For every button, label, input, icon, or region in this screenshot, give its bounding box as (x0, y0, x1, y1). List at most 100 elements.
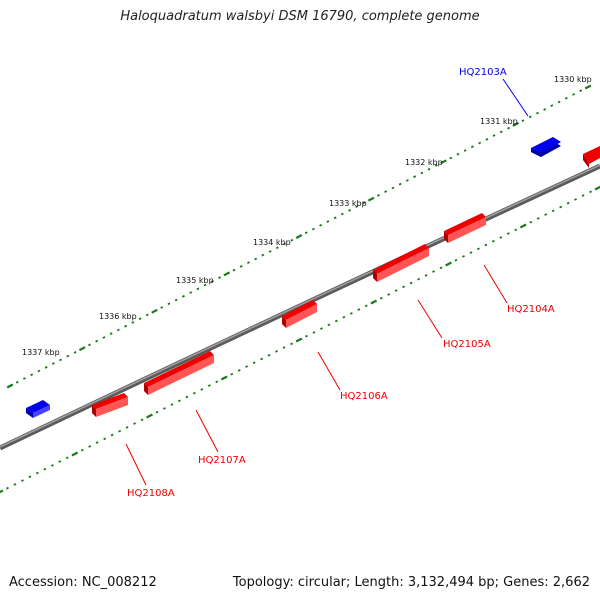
scale-tick (267, 353, 271, 357)
gene-feature-hq2104a[interactable] (444, 213, 486, 243)
scale-tick (594, 185, 600, 191)
gene-feature-hq2105a[interactable] (373, 244, 429, 282)
scale-label-1335: 1335 kbp (176, 276, 214, 285)
scale-tick (185, 395, 189, 399)
scale-tick (78, 346, 86, 352)
scale-tick (581, 194, 585, 197)
scale-tick (44, 366, 48, 369)
scale-tick (551, 209, 555, 213)
scale-tick (462, 255, 465, 258)
genome-backbone-highlight (0, 164, 600, 448)
scale-tick (95, 441, 99, 444)
scale-tick (413, 175, 417, 179)
scale-tick (124, 324, 128, 328)
genome-backbone (0, 163, 600, 451)
scale-tick (484, 243, 488, 247)
gene-label-hq2103a[interactable]: HQ2103A (459, 67, 507, 78)
scale-tick (439, 266, 443, 270)
scale-tick (574, 198, 577, 201)
scale-tick (499, 236, 503, 239)
scale-tick (146, 413, 153, 419)
gene-leader-line (317, 351, 341, 391)
scale-tick (295, 234, 303, 239)
scale-tick (275, 246, 279, 250)
gene-feature-hq2106a[interactable] (282, 300, 317, 328)
gene-label-hq2105a[interactable]: HQ2105A (443, 339, 491, 350)
scale-tick (405, 179, 409, 182)
gene-feature-hq2108a[interactable] (92, 393, 128, 417)
scale-tick (290, 238, 294, 242)
scale-tick (268, 250, 272, 253)
scale-tick (476, 247, 480, 251)
gene-feature-hq2103a[interactable] (531, 137, 561, 157)
scale-tick (543, 108, 547, 111)
scale-tick (0, 489, 4, 494)
scale-tick (514, 228, 518, 232)
scale-tick (66, 354, 70, 358)
gene-feature-hq2102a[interactable] (583, 146, 600, 168)
scale-tick (103, 437, 107, 441)
scale-tick (246, 261, 250, 264)
scale-tick (145, 313, 149, 317)
scale-tick (463, 149, 467, 152)
scale-tick (71, 451, 79, 457)
scale-tick (109, 332, 113, 335)
scale-tick (118, 429, 122, 433)
scale-tick (364, 304, 368, 308)
scale-tick (319, 223, 323, 227)
scale-tick (15, 380, 19, 384)
scale-tick (572, 93, 576, 96)
scale-tick (37, 369, 41, 373)
scale-tick (506, 232, 510, 235)
scale-tick (140, 418, 144, 422)
scale-tick (260, 357, 264, 361)
scale-label-1333: 1333 kbp (329, 199, 367, 208)
gene-label-hq2108a[interactable]: HQ2108A (127, 488, 175, 499)
scale-tick (245, 365, 249, 368)
scale-tick (282, 346, 286, 349)
scale-tick (200, 388, 204, 391)
scale-tick (348, 209, 352, 212)
scale-tick (536, 217, 540, 220)
scale-tick (239, 265, 243, 268)
scale-tick (6, 383, 14, 389)
scale-tick (304, 231, 308, 235)
scale-tick (440, 159, 447, 165)
scale-tick (311, 227, 315, 231)
gene-feature-hq2107a[interactable] (144, 351, 214, 395)
scale-tick (362, 201, 366, 205)
scale-tick (529, 220, 533, 224)
outer-tick-ring (6, 84, 592, 389)
scale-tick (133, 422, 136, 425)
gene-leader-line (483, 264, 508, 304)
scale-tick (449, 156, 453, 160)
scale-tick (384, 190, 388, 194)
scale-tick (215, 380, 219, 384)
gene-feature-hq2109a[interactable] (26, 400, 50, 418)
scale-tick (155, 410, 159, 414)
scale-tick (559, 205, 563, 209)
scale-tick (223, 271, 231, 277)
scale-tick (424, 274, 428, 277)
scale-tick (584, 84, 592, 90)
scale-tick (387, 293, 391, 296)
accession-label: Accession: NC_008212 (9, 575, 157, 590)
scale-tick (379, 296, 383, 300)
scale-tick (131, 321, 135, 324)
scale-tick (492, 134, 496, 137)
scale-tick (305, 334, 308, 338)
scale-tick (349, 312, 353, 315)
scale-tick (230, 372, 234, 376)
gene-label-hq2106a[interactable]: HQ2106A (340, 391, 388, 402)
map-title: Haloquadratum walsbyi DSM 16790, complet… (120, 9, 480, 24)
gene-leader-line (502, 78, 529, 117)
scale-tick (102, 336, 106, 339)
scale-tick (167, 302, 171, 306)
gene-label-hq2104a[interactable]: HQ2104A (507, 304, 555, 315)
gene-label-hq2107a[interactable]: HQ2107A (198, 455, 246, 466)
scale-tick (290, 342, 293, 346)
scale-tick (181, 294, 185, 298)
scale-tick (334, 319, 338, 323)
scale-tick (58, 460, 62, 463)
scale-tick (512, 121, 520, 127)
